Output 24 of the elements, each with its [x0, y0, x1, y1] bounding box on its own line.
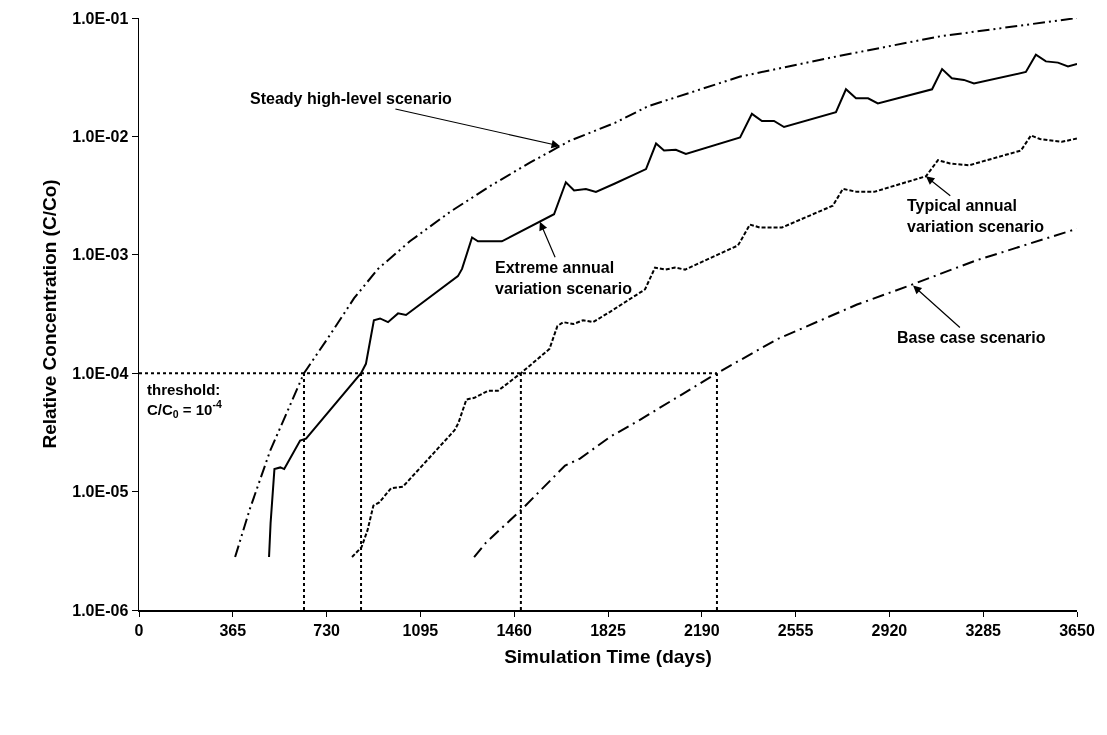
annotation: Extreme annual variation scenario	[495, 259, 633, 297]
y-tick-label: 1.0E-05	[72, 483, 129, 501]
annotation: Steady high-level scenario	[250, 90, 453, 107]
x-tick-label: 2920	[871, 621, 908, 639]
y-tick-label: 1.0E-02	[72, 128, 129, 145]
x-tick-label: 3650	[1059, 621, 1095, 639]
x-tick-label: 2555	[777, 621, 814, 639]
x-tick-label: 1460	[496, 621, 533, 639]
x-tick-label: 1825	[590, 621, 626, 639]
annotation: Typical annual variation scenario	[907, 197, 1045, 235]
x-tick-label: 730	[313, 621, 341, 639]
y-tick-label: 1.0E-03	[72, 246, 129, 264]
x-tick-label: 2190	[684, 621, 720, 639]
y-tick-label: 1.0E-01	[72, 9, 129, 27]
y-tick-label: 1.0E-06	[72, 601, 129, 619]
x-tick-label: 3285	[965, 621, 1002, 639]
y-axis-title: Relative Concentration (C/Co)	[39, 179, 61, 449]
x-tick-label: 365	[219, 621, 247, 639]
y-tick-label: 1.0E-04	[72, 364, 129, 382]
annotation: Base case scenario	[897, 329, 1046, 346]
ref-line-label: threshold: C/C$_{0}$ = 10$^{-4}$	[147, 381, 222, 420]
x-axis-title: Simulation Time (days)	[504, 646, 712, 668]
x-tick-label: 0	[134, 621, 144, 639]
x-tick-label: 1095	[402, 621, 439, 639]
